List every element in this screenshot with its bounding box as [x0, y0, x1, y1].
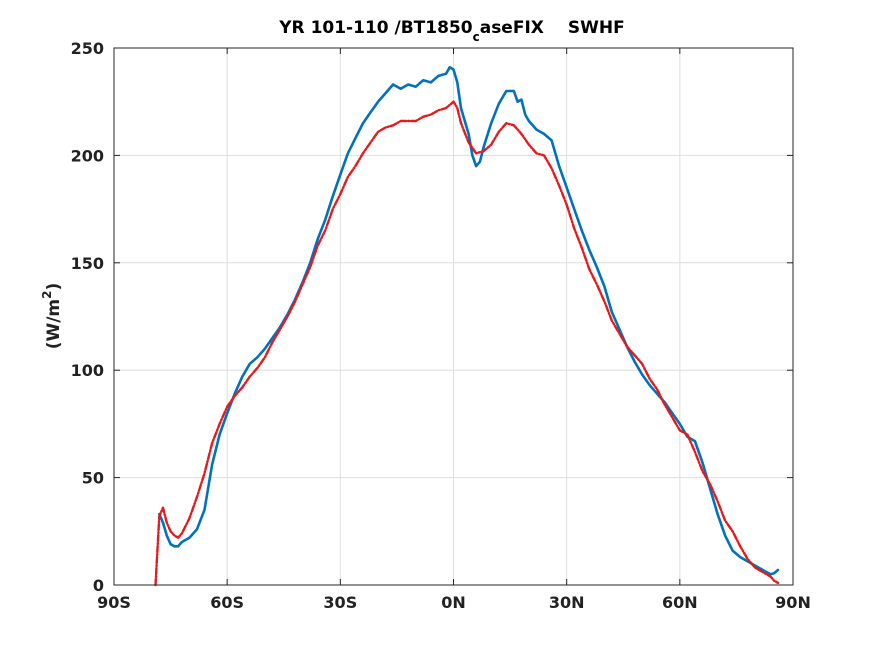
- x-tick-label: 60N: [662, 593, 698, 612]
- x-tick-label: 90N: [775, 593, 811, 612]
- series-group: [154, 66, 780, 587]
- y-tick-label: 150: [71, 254, 104, 273]
- x-tick-labels: 90S 60S 30S 0N 30N 60N 90N: [97, 593, 811, 612]
- y-tick-labels: 0 50 100 150 200 250: [71, 39, 104, 595]
- x-tick-label: 30N: [549, 593, 585, 612]
- y-tick-label: 250: [71, 39, 104, 58]
- x-tick-label: 30S: [323, 593, 357, 612]
- y-tick-label: 200: [71, 146, 104, 165]
- y-axis-label: (W/m2): [40, 283, 64, 350]
- y-tick-label: 0: [93, 576, 104, 595]
- chart-title: YR 101-110 /BT1850caseFIX SWHF: [278, 18, 624, 44]
- series-line-red: [154, 100, 780, 587]
- x-tick-label: 90S: [97, 593, 131, 612]
- y-tick-label: 100: [71, 361, 104, 380]
- ticks: [113, 47, 794, 586]
- grid: [114, 48, 793, 585]
- x-tick-label: 60S: [210, 593, 244, 612]
- x-tick-label: 0N: [441, 593, 466, 612]
- y-tick-label: 50: [82, 469, 104, 488]
